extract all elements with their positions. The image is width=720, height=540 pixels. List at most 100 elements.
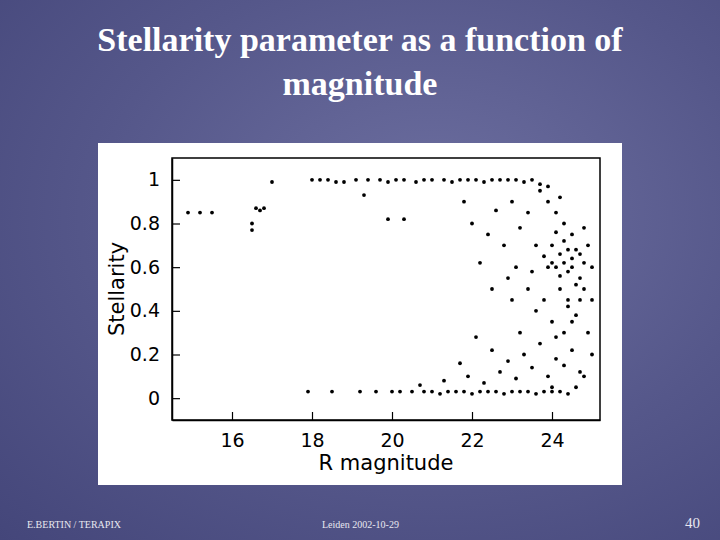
point	[570, 233, 574, 237]
point	[522, 180, 526, 184]
point	[198, 211, 202, 215]
tick: 22	[460, 412, 484, 451]
point	[582, 261, 586, 265]
point	[586, 331, 590, 335]
x-axis-title: R magnitude	[319, 451, 454, 475]
point	[210, 211, 214, 215]
point	[558, 195, 562, 199]
point	[570, 320, 574, 324]
point	[310, 178, 314, 182]
point	[398, 390, 402, 394]
y-axis-title: Stellarity	[105, 242, 129, 336]
point	[354, 178, 358, 182]
point	[530, 270, 534, 274]
point	[482, 180, 486, 184]
tick-mark	[172, 223, 180, 224]
tick: 0.2	[130, 343, 180, 365]
point	[566, 305, 570, 309]
point	[438, 392, 442, 396]
point	[466, 374, 470, 378]
point	[542, 298, 546, 302]
y-axis: 00.20.40.60.81	[130, 159, 180, 421]
point	[502, 392, 506, 396]
point	[466, 178, 470, 182]
point	[262, 206, 266, 210]
tick-mark	[172, 311, 180, 312]
point	[442, 178, 446, 182]
point	[374, 390, 378, 394]
point	[546, 184, 550, 188]
point	[506, 276, 510, 280]
tick-mark	[472, 412, 473, 420]
point	[558, 390, 562, 394]
point	[574, 385, 578, 389]
point	[566, 298, 570, 302]
point	[486, 233, 490, 237]
point	[410, 390, 414, 394]
point	[546, 374, 550, 378]
point	[334, 180, 338, 184]
point	[250, 228, 254, 232]
tick-mark	[312, 412, 313, 420]
tick-label: 0.8	[130, 212, 160, 234]
tick-mark	[172, 180, 180, 181]
point	[478, 261, 482, 265]
point	[582, 226, 586, 230]
footer-text: 40	[620, 515, 700, 532]
point	[446, 390, 450, 394]
tick-label: 18	[300, 429, 324, 451]
point	[526, 390, 530, 394]
point	[554, 230, 558, 234]
point	[582, 287, 586, 291]
point	[514, 178, 518, 182]
point	[386, 180, 390, 184]
point	[590, 353, 594, 357]
x-axis: 1618202224	[173, 412, 601, 451]
point	[574, 283, 578, 287]
chart-panel	[98, 143, 622, 485]
title: Stellarity parameter as a function of ma…	[40, 18, 680, 106]
point	[502, 243, 506, 247]
point	[366, 178, 370, 182]
point	[534, 309, 538, 313]
point	[498, 370, 502, 374]
point	[422, 178, 426, 182]
point	[550, 261, 554, 265]
point	[482, 381, 486, 385]
point	[454, 390, 458, 394]
tick: 0.6	[130, 256, 180, 278]
point	[450, 180, 454, 184]
point	[254, 206, 258, 210]
point	[562, 331, 566, 335]
tick-label: 24	[540, 429, 564, 451]
tick-mark	[172, 354, 180, 355]
point	[550, 243, 554, 247]
tick-mark	[392, 412, 393, 420]
point	[562, 239, 566, 243]
tick: 18	[300, 412, 324, 451]
point	[418, 383, 422, 387]
point	[542, 390, 546, 394]
tick-label: 16	[220, 429, 244, 451]
point	[570, 257, 574, 261]
tick: 16	[220, 412, 244, 451]
point	[306, 390, 310, 394]
footer-text: E.BERTIN / TERAPIX	[27, 519, 227, 530]
point	[578, 298, 582, 302]
point	[538, 342, 542, 346]
point	[574, 313, 578, 317]
point	[578, 276, 582, 280]
point	[590, 298, 594, 302]
tick: 0.4	[130, 299, 180, 321]
point	[318, 178, 322, 182]
point	[534, 243, 538, 247]
point	[586, 243, 590, 247]
point	[530, 366, 534, 370]
tick-label: 0.6	[130, 256, 160, 278]
point	[582, 374, 586, 378]
point	[422, 390, 426, 394]
point	[558, 252, 562, 256]
tick: 0	[148, 387, 180, 409]
point	[494, 390, 498, 394]
point	[550, 320, 554, 324]
